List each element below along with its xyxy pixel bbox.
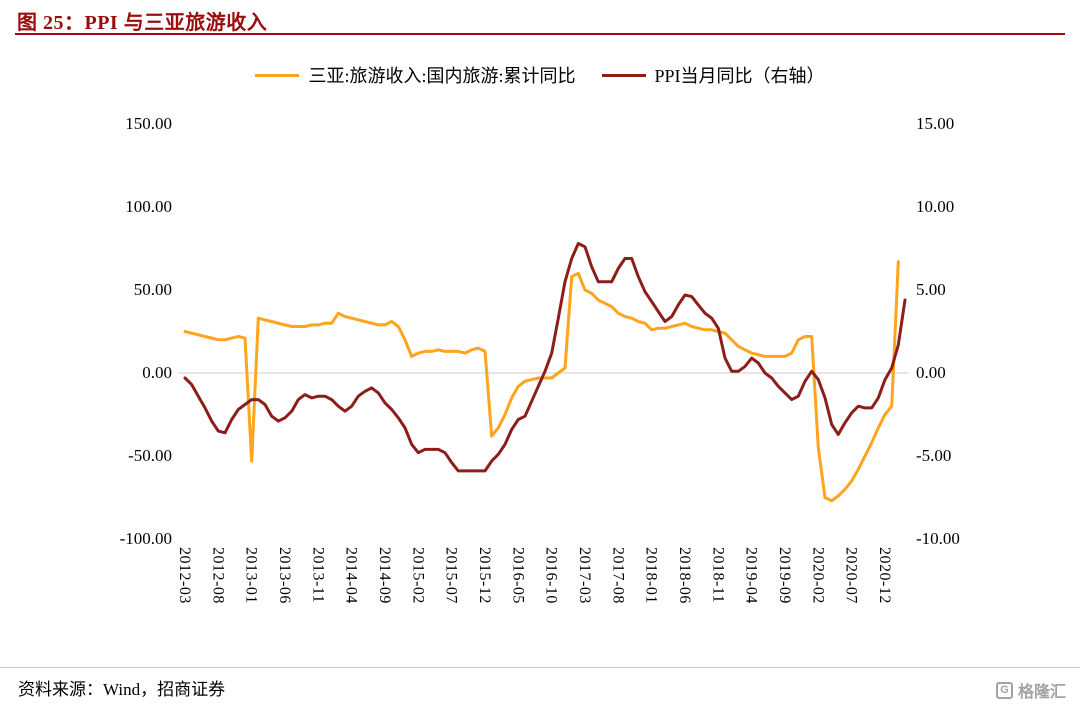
y-axis-right-tick: 15.00 (916, 114, 955, 133)
legend-item: PPI当月同比（右轴） (601, 62, 825, 88)
legend-label: PPI当月同比（右轴） (654, 66, 825, 86)
chart-title: 图 25：PPI 与三亚旅游收入 (17, 12, 268, 34)
y-axis-right-tick: -10.00 (916, 529, 960, 548)
legend: 三亚:旅游收入:国内旅游:累计同比 PPI当月同比（右轴） (0, 62, 1080, 88)
x-axis-tick: 2012-03 (176, 547, 193, 604)
x-axis-tick: 2018-06 (676, 547, 693, 604)
watermark-logo: G 格隆汇 (995, 678, 1066, 702)
y-axis-left-tick: 50.00 (133, 280, 172, 299)
legend-swatch (601, 73, 646, 77)
x-axis-tick: 2015-12 (476, 547, 493, 604)
y-axis-left-tick: -50.00 (128, 446, 172, 465)
y-axis-right-tick: -5.00 (916, 446, 952, 465)
series-line-ppi (183, 242, 907, 473)
x-axis-tick: 2020-02 (809, 547, 827, 604)
y-axis-right-tick: 5.00 (916, 280, 946, 299)
legend-item: 三亚:旅游收入:国内旅游:累计同比 (255, 62, 576, 88)
x-axis-tick: 2017-08 (609, 547, 627, 604)
x-axis-tick: 2019-04 (742, 547, 760, 604)
x-axis-tick: 2013-01 (242, 547, 260, 604)
x-axis-tick: 2020-12 (876, 547, 893, 604)
x-axis-tick: 2015-02 (409, 547, 427, 604)
x-axis-tick: 2020-07 (842, 547, 860, 604)
y-axis-left-tick: 150.00 (125, 114, 172, 133)
x-axis-tick: 2013-06 (276, 547, 293, 604)
legend-swatch (255, 73, 300, 77)
x-axis-tick: 2014-09 (376, 547, 393, 604)
x-axis-tick: 2013-11 (309, 547, 327, 604)
x-axis-tick: 2016-10 (542, 547, 560, 604)
x-axis-tick: 2018-01 (642, 547, 660, 604)
x-axis-tick: 2017-03 (576, 547, 593, 604)
y-axis-left-tick: 100.00 (125, 197, 172, 216)
source-note: 资料来源：Wind，招商证券 (18, 680, 226, 699)
watermark-icon: G (995, 681, 1013, 699)
x-axis-tick: 2019-09 (776, 547, 793, 604)
title-underline (15, 33, 1065, 35)
x-axis-tick: 2018-11 (709, 547, 727, 604)
legend-label: 三亚:旅游收入:国内旅游:累计同比 (308, 66, 576, 86)
y-axis-right-tick: 10.00 (916, 197, 955, 216)
x-axis-tick: 2014-04 (342, 547, 360, 604)
y-axis-left-tick: -100.00 (119, 529, 172, 548)
x-axis-tick: 2016-05 (509, 547, 527, 604)
y-axis-left-tick: 0.00 (142, 363, 172, 382)
footer-divider (0, 667, 1080, 668)
watermark-label: 格隆汇 (1017, 684, 1066, 701)
x-axis-tick: 2012-08 (209, 547, 227, 604)
y-axis-right-tick: 0.00 (916, 363, 946, 382)
x-axis-tick: 2015-07 (442, 547, 460, 604)
